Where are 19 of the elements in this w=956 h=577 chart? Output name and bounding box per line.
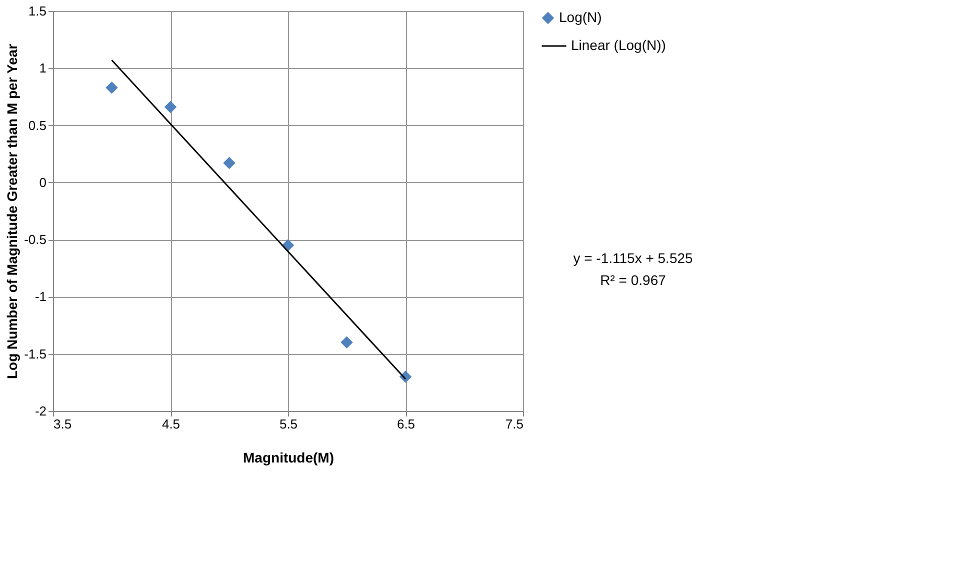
- x-axis-title: Magnitude(M): [243, 450, 334, 466]
- y-tick-label: -0.5: [24, 232, 46, 248]
- y-tick-label: 1: [39, 60, 46, 76]
- x-tick-label: 4.5: [162, 416, 180, 432]
- y-axis-title: Log Number of Magnitude Greater than M per Year: [4, 43, 20, 380]
- x-tick-label: 6.5: [396, 416, 416, 432]
- x-tick-label: 7.5: [505, 416, 524, 432]
- y-tick-label: -1: [34, 289, 46, 304]
- legend-label: Linear (Log(N)): [571, 37, 666, 53]
- x-tick-label: 5.5: [279, 416, 298, 432]
- text: y = -1.115x + 5.525: [573, 250, 694, 266]
- y-tick-label: 0: [39, 174, 46, 190]
- text: R² = 0.967: [600, 272, 666, 288]
- legend-label: Log(N): [559, 9, 602, 25]
- y-tick-label: -1.5: [24, 346, 46, 362]
- y-tick-label: 1.5: [28, 4, 46, 18]
- y-tick-label: -2: [34, 404, 46, 418]
- y-tick-label: 0.5: [28, 118, 46, 133]
- x-tick-label: 3.5: [54, 416, 72, 432]
